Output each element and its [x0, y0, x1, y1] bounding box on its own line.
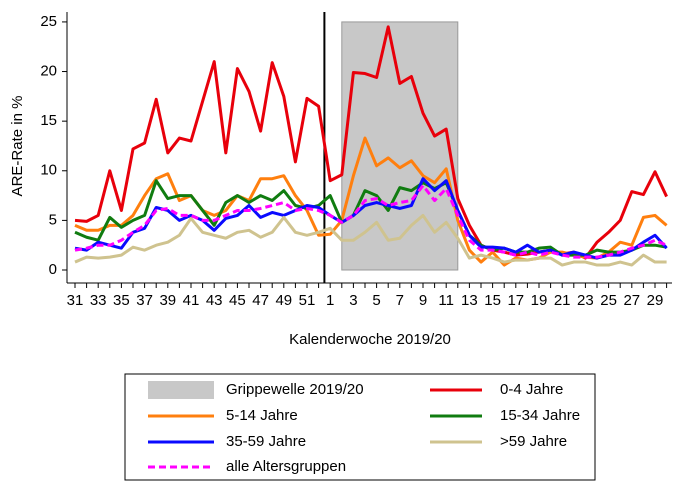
y-tick-label: 10 — [40, 162, 57, 179]
x-tick-label: 19 — [531, 292, 548, 309]
x-tick-label: 29 — [647, 292, 664, 309]
x-tick-label: 49 — [275, 292, 292, 309]
x-tick-label: 23 — [577, 292, 594, 309]
x-tick-label: 35 — [113, 292, 130, 309]
legend-label: Grippewelle 2019/20 — [226, 381, 364, 398]
x-axis-label: Kalenderwoche 2019/20 — [289, 331, 451, 348]
legend-label: alle Altersgruppen — [226, 458, 346, 475]
x-tick-label: 25 — [600, 292, 617, 309]
x-tick-label: 17 — [507, 292, 524, 309]
legend-label: 0-4 Jahre — [500, 381, 563, 398]
y-tick-label: 0 — [49, 261, 57, 278]
x-tick-label: 41 — [183, 292, 200, 309]
flu-band — [341, 21, 459, 271]
x-tick-label: 31 — [67, 292, 84, 309]
legend-swatch — [148, 381, 214, 399]
x-tick-label: 9 — [419, 292, 427, 309]
legend-label: 5-14 Jahre — [226, 407, 298, 424]
x-tick-label: 11 — [438, 292, 454, 309]
legend-label: 15-34 Jahre — [500, 407, 580, 424]
x-tick-label: 33 — [90, 292, 107, 309]
x-tick-label: 7 — [396, 292, 404, 309]
x-tick-label: 43 — [206, 292, 223, 309]
y-tick-label: 25 — [40, 13, 57, 30]
x-tick-label: 47 — [252, 292, 269, 309]
x-tick-label: 51 — [299, 292, 316, 309]
y-tick-label: 5 — [49, 211, 57, 228]
series-line — [74, 213, 667, 267]
x-tick-label: 21 — [554, 292, 571, 309]
x-tick-label: 3 — [349, 292, 357, 309]
y-axis-label: ARE-Rate in % — [9, 96, 26, 197]
x-tick-label: 45 — [229, 292, 246, 309]
x-tick-label: 39 — [159, 292, 176, 309]
series-line — [74, 177, 668, 260]
x-tick-label: 37 — [136, 292, 153, 309]
x-tick-label: 5 — [372, 292, 380, 309]
x-tick-label: 27 — [623, 292, 640, 309]
x-tick-label: 15 — [484, 292, 501, 309]
legend-label: 35-59 Jahre — [226, 433, 306, 450]
series-line — [74, 184, 668, 259]
legend-label: >59 Jahre — [500, 433, 567, 450]
y-tick-label: 20 — [40, 63, 57, 80]
x-tick-label: 13 — [461, 292, 478, 309]
y-tick-label: 15 — [40, 112, 57, 129]
x-tick-label: 1 — [326, 292, 334, 309]
